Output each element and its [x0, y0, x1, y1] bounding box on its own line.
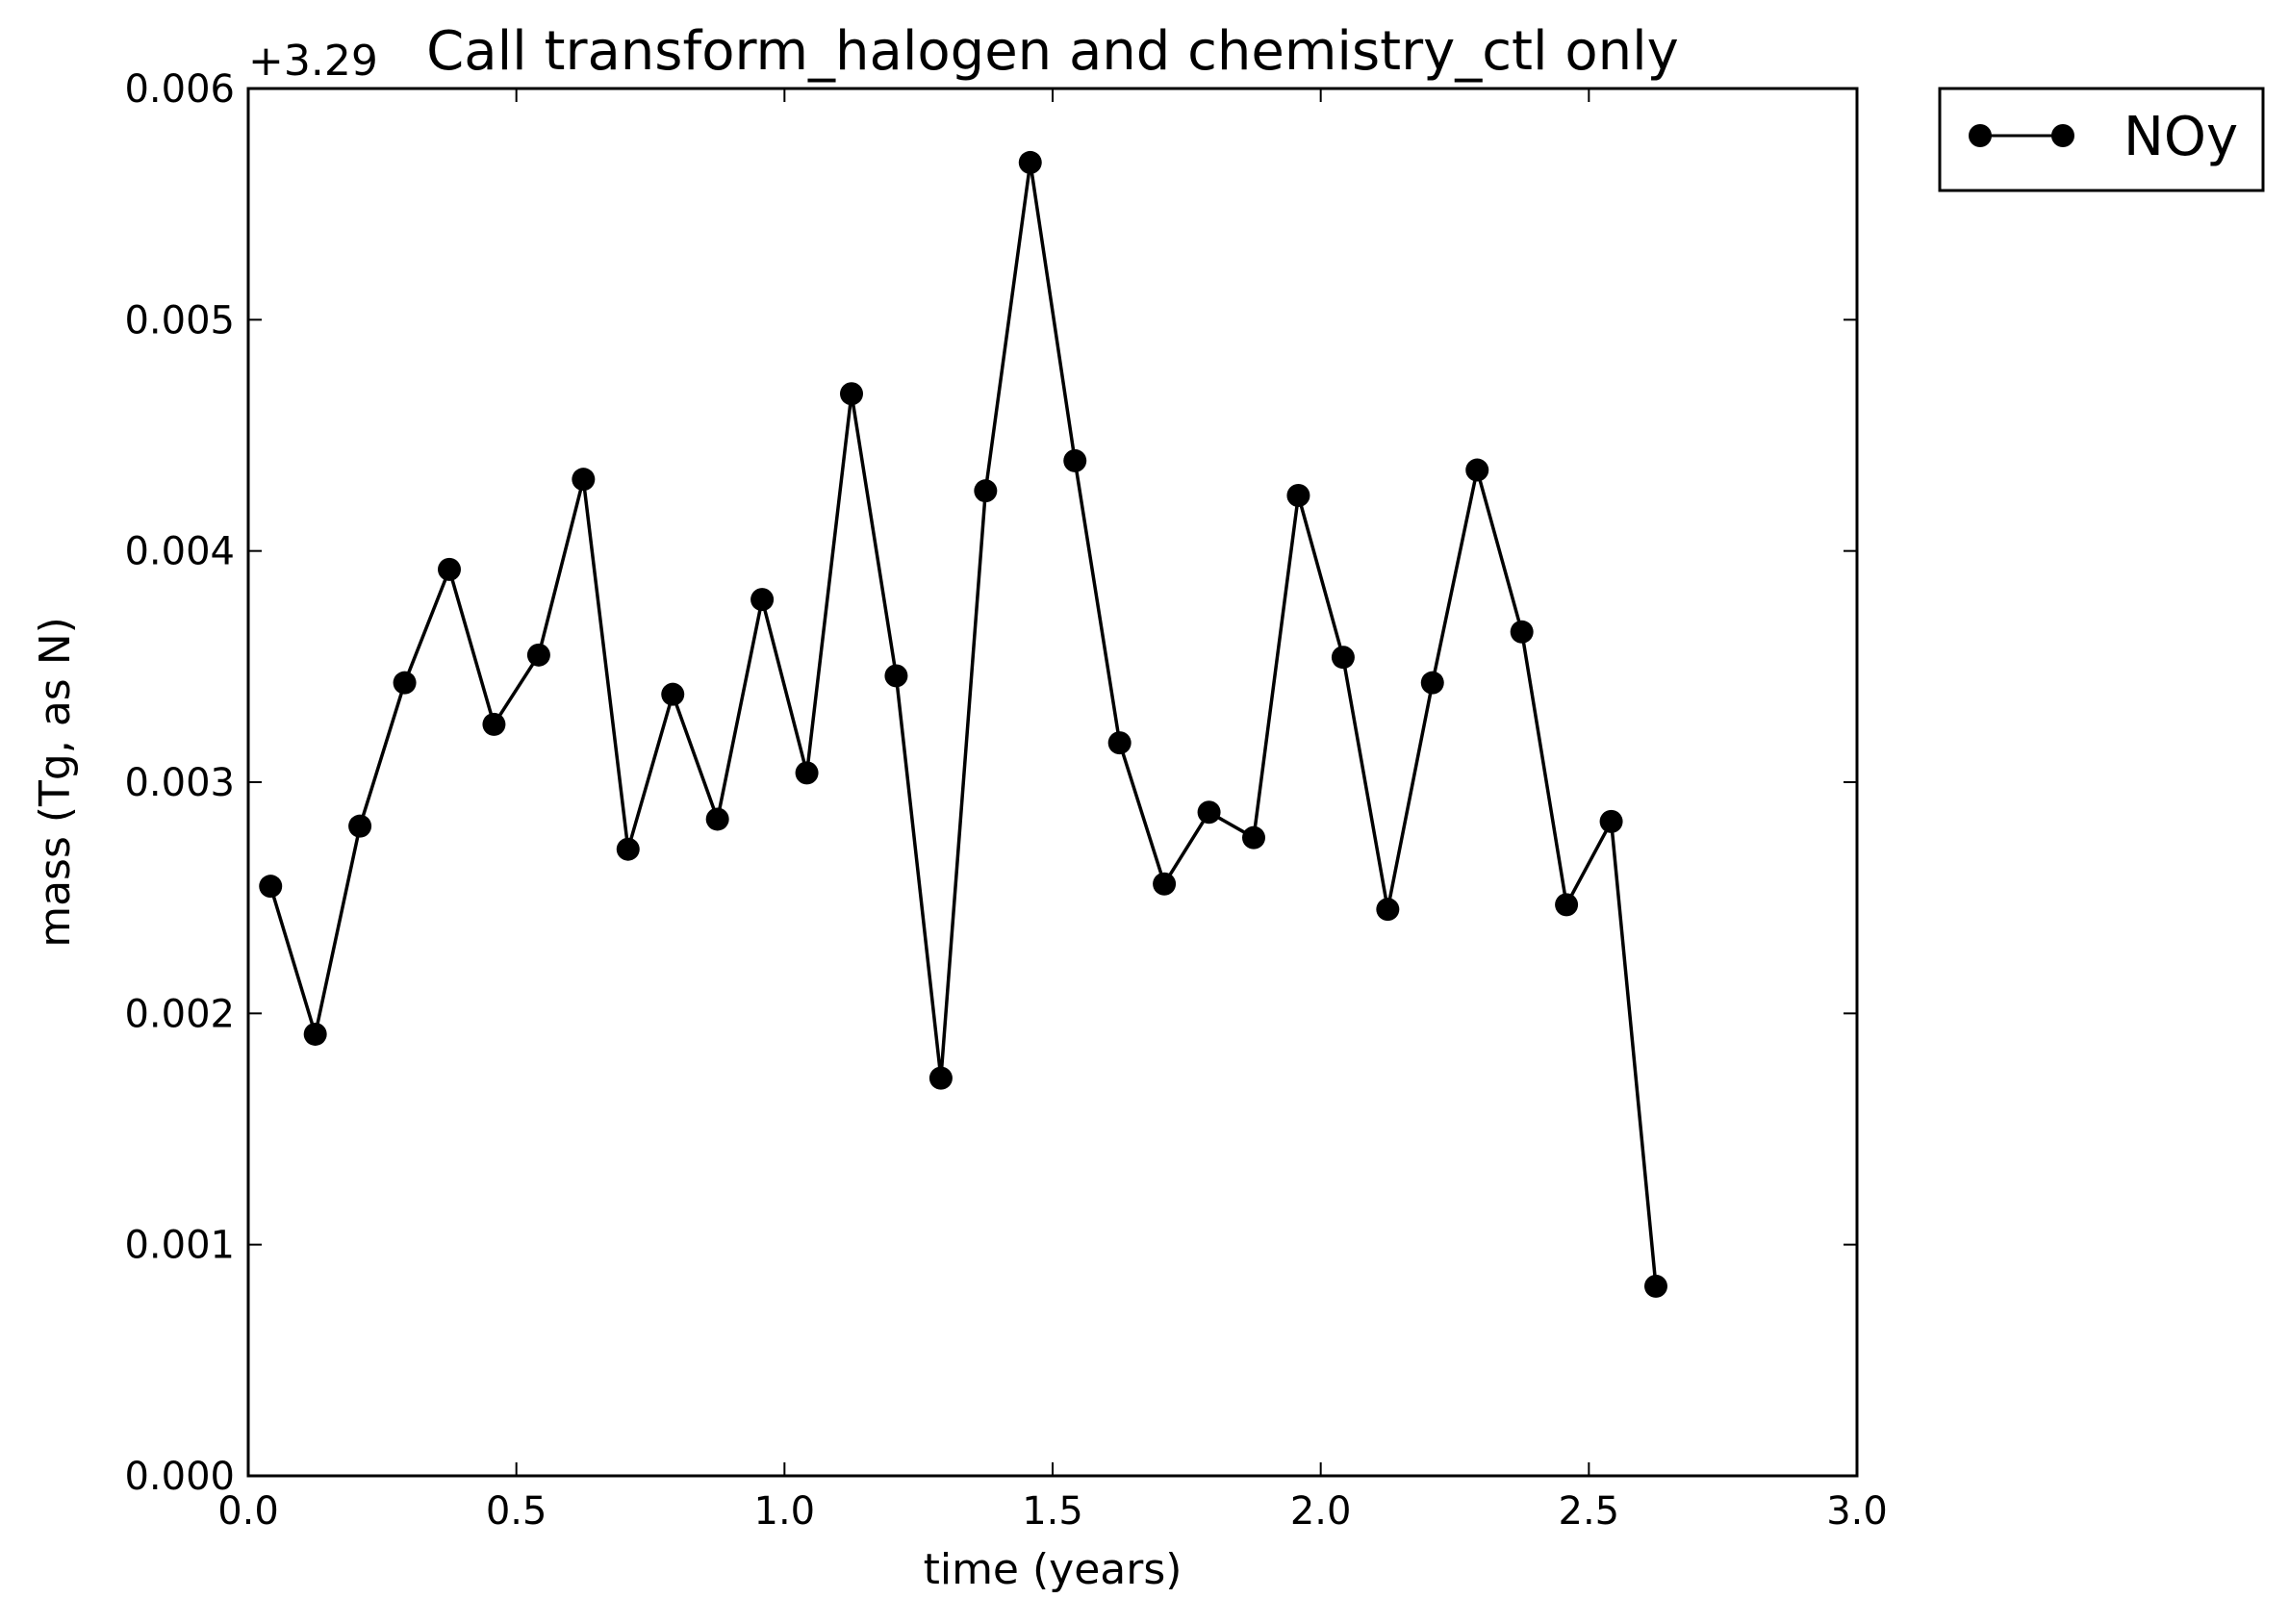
data-point [1286, 483, 1310, 507]
axis-ticks [247, 88, 1858, 1477]
data-point [1197, 800, 1221, 825]
data-point [393, 671, 417, 695]
series-layer [259, 150, 1667, 1298]
y-tick-label: 0.003 [124, 761, 235, 805]
x-axis-label: time (years) [924, 1545, 1183, 1594]
y-tick-label: 0.002 [124, 992, 235, 1036]
x-tick-label: 0.5 [486, 1489, 547, 1534]
data-point [750, 588, 775, 612]
data-point [661, 682, 685, 706]
legend-marker [1969, 124, 1992, 147]
data-point [1510, 620, 1534, 644]
x-tick-label: 2.0 [1290, 1489, 1352, 1534]
data-point [303, 1022, 327, 1046]
legend-label-noy: NOy [2124, 106, 2238, 168]
legend-marker [2051, 124, 2074, 147]
data-point [1599, 809, 1623, 833]
data-point [1376, 898, 1400, 922]
x-tick-label: 3.0 [1826, 1489, 1888, 1534]
series-line [268, 161, 1658, 1287]
data-point [1331, 646, 1355, 670]
data-point [1063, 448, 1087, 472]
data-point [1420, 671, 1444, 695]
x-tick-label: 1.5 [1022, 1489, 1083, 1534]
data-point [1465, 458, 1489, 482]
x-tick-label: 1.0 [754, 1489, 816, 1534]
data-point [795, 761, 819, 785]
data-point [1018, 150, 1042, 174]
data-point [705, 807, 729, 831]
y-tick-label: 0.005 [124, 298, 235, 343]
data-point [840, 382, 863, 406]
data-point [1555, 893, 1579, 917]
data-point [526, 643, 550, 667]
y-offset-label: +3.29 [248, 37, 378, 86]
data-point [1242, 825, 1265, 850]
data-point [1644, 1274, 1667, 1298]
plot-frame [246, 87, 1859, 1478]
data-point [259, 875, 283, 899]
data-point [1153, 872, 1177, 896]
data-point [884, 664, 908, 688]
y-tick-label: 0.006 [124, 67, 235, 112]
data-point [974, 479, 998, 503]
data-point [928, 1066, 953, 1090]
plot-area [246, 87, 1859, 1478]
y-tick-label: 0.000 [124, 1455, 235, 1499]
data-point [572, 468, 596, 492]
data-point [1107, 731, 1132, 755]
data-point [348, 814, 372, 838]
legend: NOy [1938, 87, 2265, 192]
x-tick-label: 0.0 [217, 1489, 279, 1534]
data-point [438, 557, 461, 581]
data-point [482, 712, 506, 736]
y-tick-label: 0.001 [124, 1224, 235, 1268]
y-axis-label: mass (Tg, as N) [31, 617, 80, 948]
legend-box [1938, 87, 2265, 192]
data-point [616, 837, 640, 861]
y-tick-label: 0.004 [124, 530, 235, 574]
axis-tick-labels: 0.0 0.5 1.0 1.5 2.0 2.5 3.0 0.000 0.001 0.002 0.00… [124, 67, 1887, 1534]
chart-title: Call transform_halogen and chemistry_ctl… [426, 20, 1679, 83]
x-tick-label: 2.5 [1559, 1489, 1620, 1534]
